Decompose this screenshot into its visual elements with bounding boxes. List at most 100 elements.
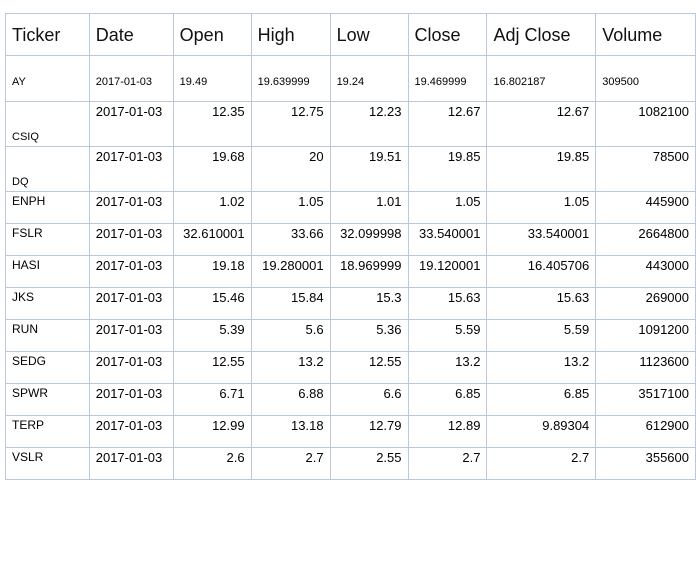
cell-ticker: VSLR: [5, 447, 90, 480]
cell-low: 12.55: [329, 351, 409, 384]
cell-low: 12.23: [329, 101, 409, 147]
table-row: CSIQ 2017-01-03 12.35 12.75 12.23 12.67 …: [5, 101, 696, 147]
cell-adj-close: 33.540001: [486, 223, 597, 256]
cell-volume: 445900: [595, 191, 696, 224]
table-row: HASI 2017-01-03 19.18 19.280001 18.96999…: [5, 255, 696, 288]
cell-ticker: JKS: [5, 287, 90, 320]
cell-close: 33.540001: [407, 223, 488, 256]
header-high: High: [250, 13, 331, 56]
cell-adj-close: 19.85: [486, 146, 597, 192]
cell-ticker: ENPH: [5, 191, 90, 224]
cell-close: 1.05: [407, 191, 488, 224]
cell-open: 19.18: [172, 255, 252, 288]
cell-low: 15.3: [329, 287, 409, 320]
cell-adj-close: 9.89304: [486, 415, 597, 448]
table-row: DQ 2017-01-03 19.68 20 19.51 19.85 19.85…: [5, 146, 696, 192]
cell-low: 6.6: [329, 383, 409, 416]
cell-open: 15.46: [172, 287, 252, 320]
cell-adj-close: 1.05: [486, 191, 597, 224]
cell-close: 13.2: [407, 351, 488, 384]
cell-open: 12.99: [172, 415, 252, 448]
cell-open: 12.35: [172, 101, 252, 147]
cell-high: 20: [250, 146, 331, 192]
cell-high: 5.6: [250, 319, 331, 352]
cell-low: 2.55: [329, 447, 409, 480]
cell-ticker: SEDG: [5, 351, 90, 384]
cell-ticker: HASI: [5, 255, 90, 288]
cell-low: 5.36: [329, 319, 409, 352]
header-open: Open: [172, 13, 252, 56]
cell-high: 19.639999: [250, 55, 331, 102]
table-row: JKS 2017-01-03 15.46 15.84 15.3 15.63 15…: [5, 287, 696, 320]
cell-date: 2017-01-03: [88, 287, 174, 320]
cell-volume: 612900: [595, 415, 696, 448]
cell-adj-close: 5.59: [486, 319, 597, 352]
cell-volume: 309500: [595, 55, 696, 102]
header-close: Close: [407, 13, 488, 56]
cell-open: 6.71: [172, 383, 252, 416]
cell-open: 5.39: [172, 319, 252, 352]
cell-close: 12.89: [407, 415, 488, 448]
cell-high: 33.66: [250, 223, 331, 256]
cell-ticker: SPWR: [5, 383, 90, 416]
header-volume: Volume: [595, 13, 696, 56]
cell-ticker: FSLR: [5, 223, 90, 256]
table-row: TERP 2017-01-03 12.99 13.18 12.79 12.89 …: [5, 415, 696, 448]
cell-date: 2017-01-03: [88, 447, 174, 480]
cell-volume: 1082100: [595, 101, 696, 147]
table-row: ENPH 2017-01-03 1.02 1.05 1.01 1.05 1.05…: [5, 191, 696, 224]
cell-date: 2017-01-03: [88, 223, 174, 256]
header-adj-close: Adj Close: [486, 13, 597, 56]
cell-ticker: TERP: [5, 415, 90, 448]
cell-date: 2017-01-03: [88, 415, 174, 448]
cell-open: 19.68: [172, 146, 252, 192]
cell-volume: 355600: [595, 447, 696, 480]
cell-open: 12.55: [172, 351, 252, 384]
cell-volume: 2664800: [595, 223, 696, 256]
cell-close: 19.85: [407, 146, 488, 192]
table-row: AY 2017-01-03 19.49 19.639999 19.24 19.4…: [5, 55, 696, 102]
table-row: SEDG 2017-01-03 12.55 13.2 12.55 13.2 13…: [5, 351, 696, 384]
header-row: Ticker Date Open High Low Close Adj Clos…: [5, 13, 696, 56]
cell-adj-close: 15.63: [486, 287, 597, 320]
table-row: FSLR 2017-01-03 32.610001 33.66 32.09999…: [5, 223, 696, 256]
cell-date: 2017-01-03: [88, 383, 174, 416]
cell-open: 32.610001: [172, 223, 252, 256]
table-row: RUN 2017-01-03 5.39 5.6 5.36 5.59 5.59 1…: [5, 319, 696, 352]
cell-low: 1.01: [329, 191, 409, 224]
cell-volume: 1123600: [595, 351, 696, 384]
cell-high: 6.88: [250, 383, 331, 416]
cell-high: 13.2: [250, 351, 331, 384]
cell-close: 19.120001: [407, 255, 488, 288]
cell-date: 2017-01-03: [88, 55, 174, 102]
cell-high: 2.7: [250, 447, 331, 480]
cell-volume: 3517100: [595, 383, 696, 416]
cell-low: 12.79: [329, 415, 409, 448]
cell-ticker: CSIQ: [5, 101, 90, 147]
cell-adj-close: 2.7: [486, 447, 597, 480]
header-ticker: Ticker: [5, 13, 90, 56]
header-date: Date: [88, 13, 174, 56]
cell-volume: 443000: [595, 255, 696, 288]
cell-adj-close: 16.405706: [486, 255, 597, 288]
cell-date: 2017-01-03: [88, 319, 174, 352]
cell-low: 32.099998: [329, 223, 409, 256]
cell-open: 2.6: [172, 447, 252, 480]
table-row: VSLR 2017-01-03 2.6 2.7 2.55 2.7 2.7 355…: [5, 447, 696, 480]
cell-low: 19.51: [329, 146, 409, 192]
cell-date: 2017-01-03: [88, 191, 174, 224]
cell-close: 12.67: [407, 101, 488, 147]
cell-high: 19.280001: [250, 255, 331, 288]
header-low: Low: [329, 13, 409, 56]
cell-ticker: RUN: [5, 319, 90, 352]
cell-date: 2017-01-03: [88, 146, 174, 192]
cell-high: 15.84: [250, 287, 331, 320]
cell-date: 2017-01-03: [88, 351, 174, 384]
cell-open: 19.49: [172, 55, 252, 102]
cell-volume: 269000: [595, 287, 696, 320]
cell-high: 13.18: [250, 415, 331, 448]
cell-high: 12.75: [250, 101, 331, 147]
cell-low: 19.24: [329, 55, 409, 102]
cell-low: 18.969999: [329, 255, 409, 288]
cell-close: 6.85: [407, 383, 488, 416]
